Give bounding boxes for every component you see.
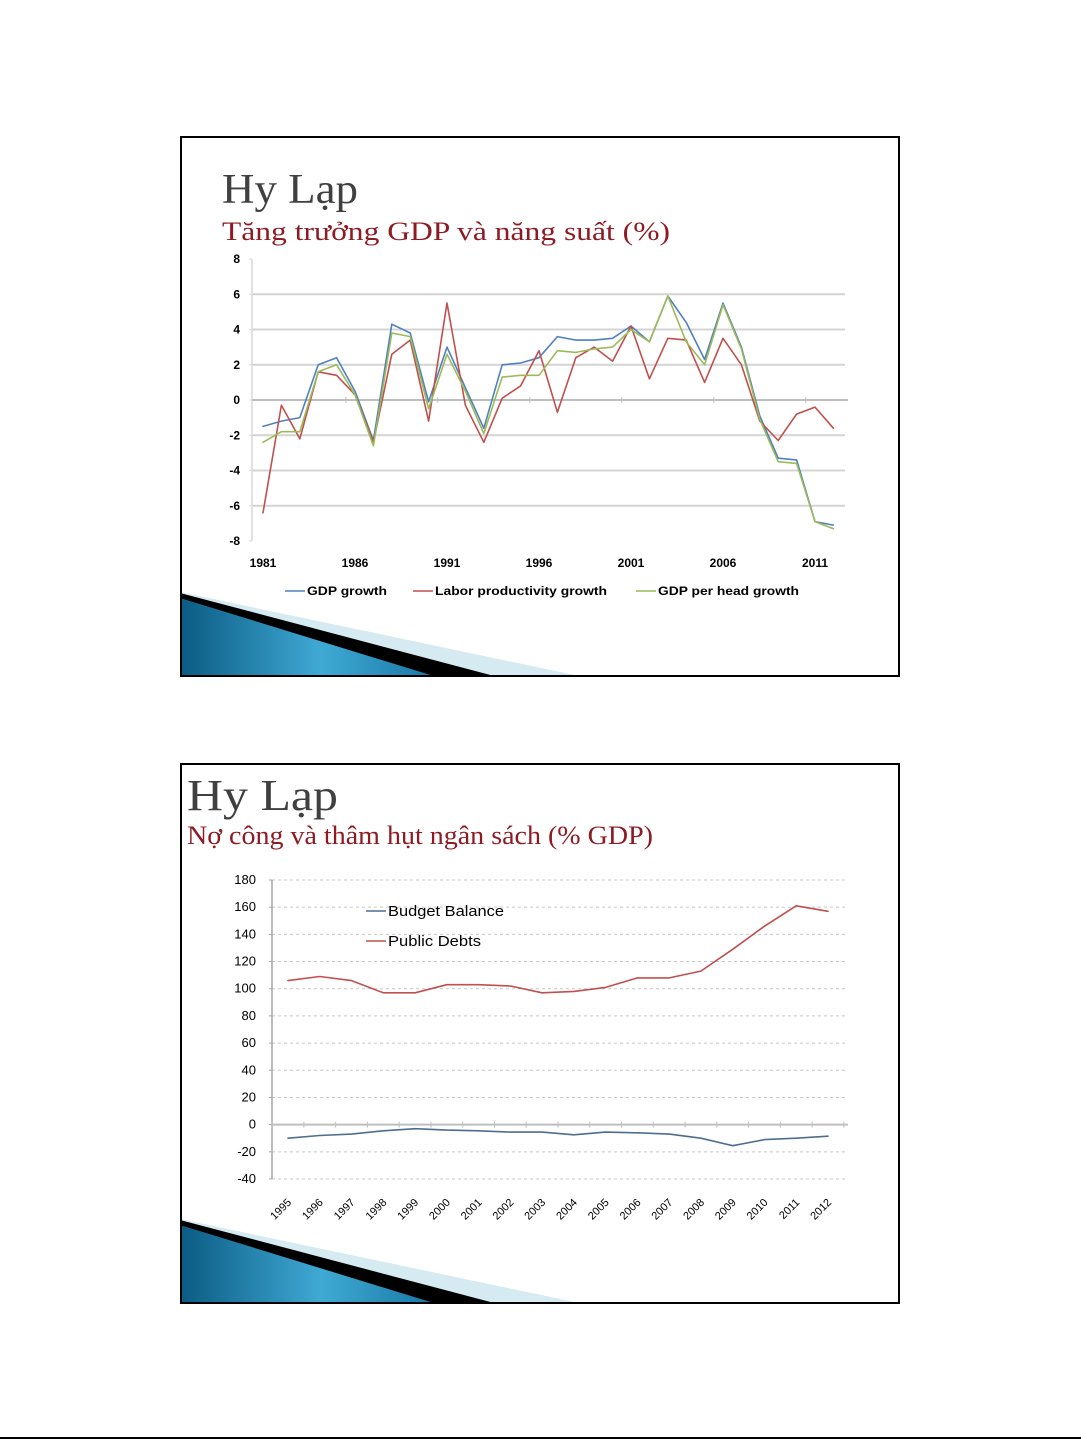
y-tick-label: 40	[242, 1062, 256, 1077]
x-tick-label: 1996	[300, 1197, 326, 1223]
y-tick-label: 0	[233, 393, 240, 407]
x-tick-label: 2002	[491, 1197, 517, 1223]
y-tick-label: 80	[242, 1008, 256, 1023]
legend-label-gdp-growth: GDP growth	[307, 584, 387, 598]
x-tick-label: 2005	[586, 1197, 612, 1223]
legend-label-gdp-per-head: GDP per head growth	[658, 584, 799, 598]
x-tick-label: 1981	[250, 556, 277, 570]
x-tick-label: 2006	[618, 1197, 644, 1223]
decor-blue-wedge	[180, 598, 437, 677]
x-tick-label: 2010	[745, 1197, 771, 1223]
slide-border	[180, 136, 900, 677]
y-tick-label: -4	[229, 464, 240, 478]
y-tick-label: 2	[233, 358, 240, 372]
slide-subheading: Tăng trưởng GDP và năng suất (%)	[222, 217, 670, 246]
x-tick-label: 2000	[427, 1197, 453, 1223]
x-tick-label: 2011	[802, 556, 828, 570]
x-tick-label: 2001	[459, 1197, 485, 1223]
series-line-budget-balance	[287, 1127, 829, 1147]
x-tick-label: 1986	[342, 556, 369, 570]
y-tick-label: -2	[229, 428, 240, 442]
y-tick-label: 180	[234, 872, 256, 887]
slide-border	[180, 763, 900, 1304]
slide-heading: Hy Lạp	[187, 771, 338, 820]
slide-2-canvas: Hy Lạp Nợ công và thâm hụt ngân sách (% …	[180, 763, 900, 1304]
x-tick-label: 2008	[681, 1197, 707, 1223]
x-tick-label: 1998	[364, 1197, 390, 1223]
x-tick-label: 1995	[268, 1197, 294, 1223]
y-tick-label: -8	[229, 534, 240, 548]
chart-legend: Budget Balance Public Debts	[366, 903, 504, 950]
slide-1-canvas: Hy Lạp Tăng trưởng GDP và năng suất (%) …	[180, 136, 900, 677]
y-tick-label: -20	[237, 1144, 256, 1159]
series-line-gdp-per-head-growth	[262, 295, 835, 530]
legend-label-public-debts: Public Debts	[388, 933, 481, 950]
x-tick-label: 2012	[808, 1197, 834, 1223]
x-tick-label: 1999	[395, 1197, 421, 1223]
slide-corner-decoration	[180, 1219, 584, 1304]
slide-public-debt: Hy Lạp Nợ công và thâm hụt ngân sách (% …	[180, 763, 900, 1304]
x-tick-label: 2001	[618, 556, 645, 570]
series-line-labor-productivity-growth	[262, 302, 835, 514]
x-tick-label: 2007	[650, 1197, 676, 1223]
page-bottom-rule	[0, 1437, 1081, 1439]
y-tick-label: -40	[237, 1171, 256, 1186]
x-tick-label: 2006	[710, 556, 737, 570]
y-tick-label: 60	[242, 1035, 256, 1050]
slide-corner-decoration	[180, 592, 584, 677]
slide-subheading: Nợ công và thâm hụt ngân sách (% GDP)	[187, 821, 653, 850]
x-tick-label: 2004	[554, 1197, 580, 1223]
x-tick-label: 2003	[522, 1197, 548, 1223]
y-tick-label: 100	[234, 981, 256, 996]
y-tick-label: 120	[234, 954, 256, 969]
y-tick-label: 160	[234, 899, 256, 914]
y-tick-label: 140	[234, 926, 256, 941]
y-tick-label: 8	[233, 252, 240, 266]
slide-gdp-growth: Hy Lạp Tăng trưởng GDP và năng suất (%) …	[180, 136, 900, 677]
x-tick-label: 2009	[713, 1197, 739, 1223]
y-tick-label: -6	[229, 499, 240, 513]
x-tick-label: 1997	[332, 1197, 358, 1223]
slide-heading: Hy Lạp	[222, 167, 358, 213]
y-tick-label: 20	[242, 1089, 256, 1104]
y-tick-label: 0	[249, 1117, 256, 1132]
y-tick-label: 6	[233, 287, 240, 301]
series-line-public-debts	[287, 905, 829, 994]
y-tick-label: 4	[233, 323, 240, 337]
decor-blue-wedge	[180, 1225, 437, 1304]
legend-label-budget-balance: Budget Balance	[388, 903, 504, 920]
gdp-growth-chart: 8 6 4 2 0 -2 -4 -6 -8 1981 1986 1991 1996 2001 2006 201…	[229, 252, 848, 570]
x-tick-label: 1991	[434, 556, 461, 570]
chart-legend: GDP growth Labor productivity growth GDP…	[285, 584, 799, 598]
legend-label-labor-productivity: Labor productivity growth	[435, 584, 607, 598]
x-tick-label: 2011	[777, 1197, 802, 1222]
x-tick-label: 1996	[526, 556, 553, 570]
